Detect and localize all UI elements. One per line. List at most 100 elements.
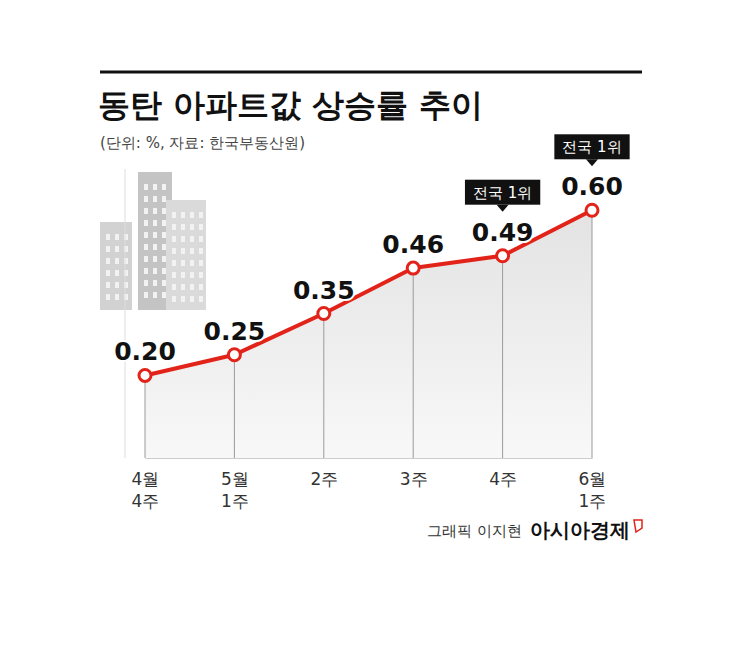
- building: [100, 222, 132, 310]
- area: [145, 210, 592, 458]
- building-window: [190, 212, 194, 218]
- marker: [407, 262, 419, 274]
- building-window: [115, 282, 119, 288]
- building-window: [199, 272, 203, 278]
- x-tick-label: 3주: [400, 469, 428, 489]
- building-window: [181, 212, 185, 218]
- building-window: [190, 272, 194, 278]
- building-window: [172, 236, 176, 242]
- building-window: [115, 270, 119, 276]
- building-window: [153, 244, 157, 250]
- building: [166, 200, 206, 310]
- drop-line: [234, 355, 235, 458]
- building-window: [144, 244, 148, 250]
- data-label: 0.60: [561, 172, 623, 201]
- building-window: [199, 236, 203, 242]
- x-tick: 4주: [489, 458, 517, 489]
- building-window: [144, 256, 148, 262]
- building-window: [199, 296, 203, 302]
- y-axis-line: [125, 169, 126, 458]
- building-window: [144, 280, 148, 286]
- marker: [228, 349, 240, 361]
- marker: [139, 369, 151, 381]
- building-window: [190, 224, 194, 230]
- building-window: [144, 232, 148, 238]
- publisher-mark: [634, 520, 642, 532]
- annotation-pointer: [497, 205, 509, 212]
- marker: [586, 204, 598, 216]
- building-window: [172, 224, 176, 230]
- building-window: [181, 296, 185, 302]
- building-window: [181, 224, 185, 230]
- building-window: [181, 248, 185, 254]
- data-label: 0.25: [204, 317, 266, 346]
- building-window: [172, 248, 176, 254]
- annotation: 전국 1위: [465, 180, 540, 212]
- building-window: [144, 268, 148, 274]
- building-window: [199, 284, 203, 290]
- building-window: [181, 236, 185, 242]
- building-window: [199, 248, 203, 254]
- building-window: [106, 246, 110, 252]
- building-window: [153, 196, 157, 202]
- x-tick: 5월1주: [221, 458, 249, 511]
- building-window: [172, 284, 176, 290]
- annotation-text: 전국 1위: [473, 184, 532, 202]
- drop-line: [323, 314, 324, 459]
- building-window: [153, 256, 157, 262]
- building-window: [199, 224, 203, 230]
- drop-line: [592, 210, 593, 458]
- x-axis-line: [146, 458, 593, 459]
- x-tick-label: 5월1주: [221, 469, 249, 511]
- line: [145, 210, 592, 375]
- building-window: [172, 272, 176, 278]
- marker: [318, 308, 330, 320]
- annotation-pointer: [586, 159, 598, 166]
- building-window: [162, 232, 166, 238]
- building-window: [162, 196, 166, 202]
- building-window: [153, 268, 157, 274]
- building-icon: [100, 172, 206, 310]
- data-label: 0.35: [293, 276, 355, 305]
- x-tick-label: 4월4주: [132, 469, 160, 511]
- drop-line: [413, 268, 414, 458]
- plot-area: [139, 204, 598, 458]
- building-window: [172, 212, 176, 218]
- building-window: [144, 292, 148, 298]
- building-window: [115, 294, 119, 300]
- building-window: [144, 184, 148, 190]
- data-label: 0.49: [472, 218, 534, 247]
- data-label: 0.20: [114, 337, 176, 366]
- annotation-box: [554, 134, 629, 159]
- building-window: [162, 280, 166, 286]
- annotation: 전국 1위: [554, 134, 629, 166]
- building-window: [162, 184, 166, 190]
- chart: 동탄 아파트값 상승률 추이(단위: %, 자료: 한국부동산원)4월4주5월1…: [0, 0, 745, 645]
- building-window: [153, 232, 157, 238]
- x-tick: 2주: [310, 458, 338, 489]
- building-window: [190, 296, 194, 302]
- x-tick: 4월4주: [132, 458, 160, 511]
- building-window: [181, 260, 185, 266]
- annotation-box: [465, 180, 540, 205]
- x-tick: 3주: [400, 458, 428, 489]
- data-label: 0.46: [382, 230, 444, 259]
- building-window: [115, 258, 119, 264]
- building-window: [153, 184, 157, 190]
- building-window: [172, 296, 176, 302]
- building-window: [115, 246, 119, 252]
- building-window: [115, 234, 119, 240]
- building-window: [181, 284, 185, 290]
- x-tick-label: 2주: [310, 469, 338, 489]
- marker: [497, 250, 509, 262]
- x-tick: 6월1주: [579, 458, 607, 511]
- building-window: [199, 260, 203, 266]
- building-window: [106, 258, 110, 264]
- publisher: 아시아경제: [530, 518, 630, 542]
- building-window: [162, 244, 166, 250]
- building-window: [181, 272, 185, 278]
- top-rule: [100, 71, 642, 74]
- subtitle: (단위: %, 자료: 한국부동산원): [100, 134, 305, 152]
- building-window: [190, 284, 194, 290]
- building-window: [106, 270, 110, 276]
